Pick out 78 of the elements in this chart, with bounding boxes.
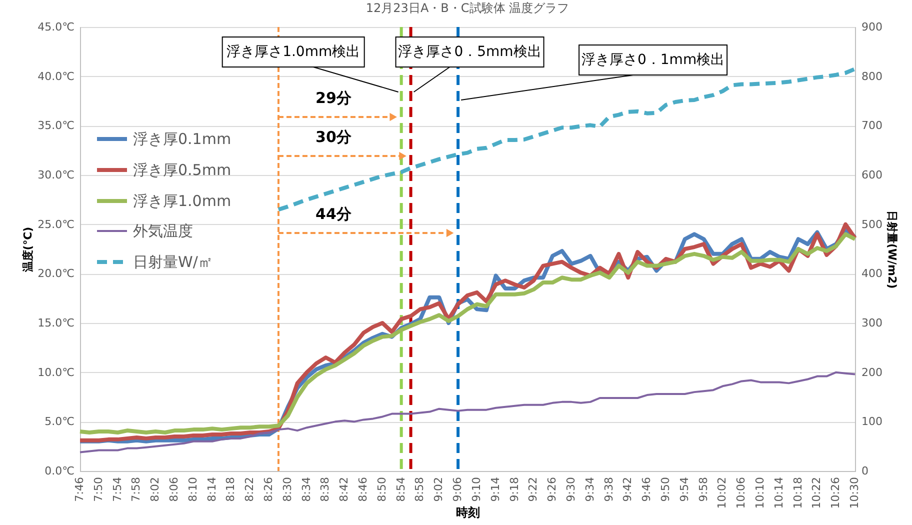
y2-tick-label: 900 [862,20,882,34]
legend-label: 外気温度 [133,222,193,240]
x-tick-label: 10:26 [829,477,842,509]
y2-tick-label: 800 [862,70,882,83]
x-tick-label: 7:46 [73,477,86,502]
legend-label: 浮き厚0.5mm [133,161,232,179]
x-tick-label: 8:46 [356,477,370,502]
y-tick-label: 30.0℃ [38,168,74,182]
x-tick-label: 9:18 [508,477,521,502]
annotation: 44分 [316,205,352,223]
x-tick-label: 8:06 [168,477,181,502]
x-tick-label: 8:38 [318,477,332,502]
x-tick-label: 9:38 [602,477,616,502]
x-tick-label: 8:22 [243,477,256,502]
y-tick-label: 0.0℃ [44,464,74,478]
y-tick-label: 45.0℃ [38,20,74,34]
y-tick-label: 35.0℃ [38,119,74,132]
ref-line-label: 浮き厚さ0．5mm検出 [398,44,542,60]
x-tick-label: 8:50 [375,477,388,502]
y-tick-label: 20.0℃ [38,267,74,280]
x-tick-label: 9:54 [678,477,691,502]
x-tick-label: 8:34 [300,477,313,502]
x-tick-label: 10:10 [753,477,766,509]
x-tick-label: 9:22 [526,477,540,502]
legend-label: 日射量W/㎡ [133,253,213,271]
x-tick-label: 8:58 [413,477,426,502]
x-tick-label: 7:50 [92,477,105,502]
x-tick-label: 9:10 [470,477,483,502]
y-tick-label: 25.0℃ [38,218,74,231]
x-tick-label: 10:06 [734,477,748,509]
annotation: 29分 [316,89,352,107]
y-tick-label: 10.0℃ [38,366,74,379]
y2-tick-label: 400 [862,267,882,280]
x-tick-label: 9:26 [546,477,559,502]
y2-tick-label: 600 [862,168,882,182]
y2-tick-label: 200 [862,366,882,379]
y-tick-label: 40.0℃ [38,70,74,83]
ref-line-label: 浮き厚さ1.0mm検出 [226,44,360,60]
ref-line-label: 浮き厚さ0．1mm検出 [581,52,725,68]
annotation: 30分 [316,128,352,146]
y2-tick-label: 300 [862,316,882,330]
y2-tick-label: 700 [862,119,882,132]
x-tick-label: 7:58 [130,477,143,502]
x-tick-label: 9:46 [640,477,654,502]
x-tick-label: 8:26 [262,477,276,502]
x-tick-label: 8:18 [224,477,238,502]
x-tick-label: 9:58 [696,477,710,502]
chart-title: 12月23日A・B・C試験体 温度グラフ [366,1,570,15]
x-tick-label: 10:14 [772,477,786,509]
x-tick-label: 10:22 [810,477,824,509]
y-tick-label: 5.0℃ [44,415,74,428]
x-tick-label: 8:42 [338,477,351,502]
x-tick-label: 9:42 [621,477,634,502]
x-tick-label: 8:30 [280,477,294,502]
y2-tick-label: 100 [862,415,882,428]
x-tick-label: 8:14 [205,477,218,502]
x-tick-label: 10:30 [848,477,861,509]
x-tick-label: 9:02 [432,477,446,502]
x-tick-label: 9:14 [488,477,502,502]
y-tick-label: 15.0℃ [38,316,74,330]
x-tick-label: 10:18 [791,477,804,509]
x-tick-label: 9:30 [564,477,578,502]
legend-label: 浮き厚1.0mm [133,192,232,210]
y-axis-title: 温度(℃) [22,226,35,274]
y2-tick-label: 0 [862,464,868,478]
legend-label: 浮き厚0.1mm [133,130,232,148]
y2-tick-label: 500 [862,218,882,231]
x-tick-label: 9:50 [658,477,672,502]
line-series [79,371,856,454]
x-tick-label: 9:34 [583,477,596,502]
x-tick-label: 9:06 [451,477,464,502]
x-tick-label: 8:10 [186,477,200,502]
x-axis-title: 時刻 [456,506,480,520]
y2-axis-title: 日射量(W/m2) [885,210,898,289]
x-tick-label: 8:02 [148,477,162,502]
x-tick-label: 7:54 [110,477,124,502]
x-tick-label: 8:54 [394,477,408,502]
x-tick-label: 10:02 [716,477,729,509]
